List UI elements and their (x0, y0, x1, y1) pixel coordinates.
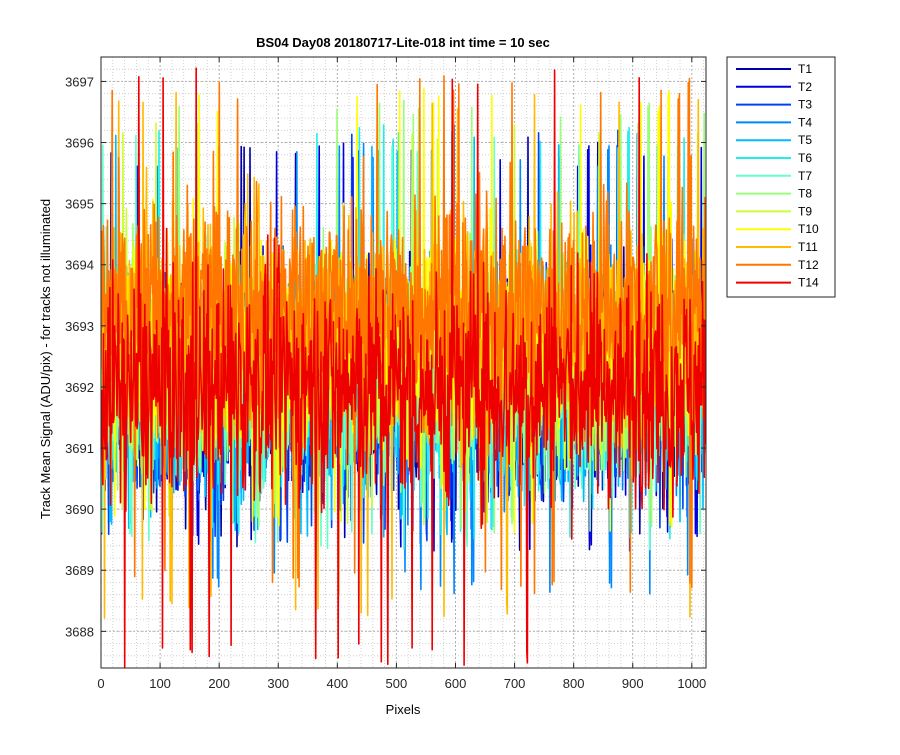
x-tick-label: 300 (267, 676, 289, 691)
plot-frame (100, 56, 707, 669)
legend-box (726, 56, 836, 298)
legend-label: T2 (798, 80, 812, 94)
legend: T1 T2 T3 T4 T5 T6 T7 T8 T9 T10 T11 T12 T14 (726, 56, 836, 298)
legend-label: T9 (798, 204, 812, 218)
series-layer (101, 67, 706, 668)
x-tick-label: 600 (445, 676, 467, 691)
x-tick-label: 0 (97, 676, 104, 691)
legend-label: T4 (798, 115, 812, 129)
y-tick-label: 3696 (65, 136, 94, 151)
legend-label: T1 (798, 62, 812, 76)
legend-label: T5 (798, 133, 812, 147)
legend-label: T12 (798, 258, 819, 272)
x-tick-label: 800 (563, 676, 585, 691)
legend-label: T11 (798, 240, 818, 254)
y-tick-label: 3695 (65, 197, 94, 212)
y-tick-label: 3689 (65, 563, 94, 578)
legend-label: T10 (798, 222, 819, 236)
axis-ticks: 0 100 200 300 400 500 600 700 800 900 1000 3688 3689… (65, 57, 706, 691)
y-axis-label: Track Mean Signal (ADU/pix) - for tracks… (38, 199, 53, 519)
legend-label: T3 (798, 98, 812, 112)
x-tick-label: 400 (326, 676, 348, 691)
legend-label: T6 (798, 151, 812, 165)
legend-label: T8 (798, 187, 812, 201)
y-tick-label: 3692 (65, 380, 94, 395)
legend-label: T7 (798, 169, 812, 183)
x-tick-label: 700 (504, 676, 526, 691)
x-tick-label: 900 (622, 676, 644, 691)
y-tick-label: 3693 (65, 319, 94, 334)
x-axis-label: Pixels (386, 702, 421, 717)
y-tick-label: 3691 (65, 441, 94, 456)
x-tick-label: 100 (149, 676, 171, 691)
plot-area: 0 100 200 300 400 500 600 700 800 900 1000 3688 3689… (65, 56, 707, 691)
x-tick-label: 200 (208, 676, 230, 691)
y-tick-label: 3688 (65, 624, 94, 639)
x-tick-label: 500 (386, 676, 408, 691)
x-tick-label: 1000 (677, 676, 706, 691)
y-tick-label: 3697 (65, 74, 94, 89)
chart-title: BS04 Day08 20180717-Lite-018 int time = … (256, 35, 550, 50)
y-tick-label: 3690 (65, 502, 94, 517)
y-tick-label: 3694 (65, 258, 94, 273)
legend-label: T14 (798, 276, 819, 290)
series-line-t14 (101, 67, 706, 668)
